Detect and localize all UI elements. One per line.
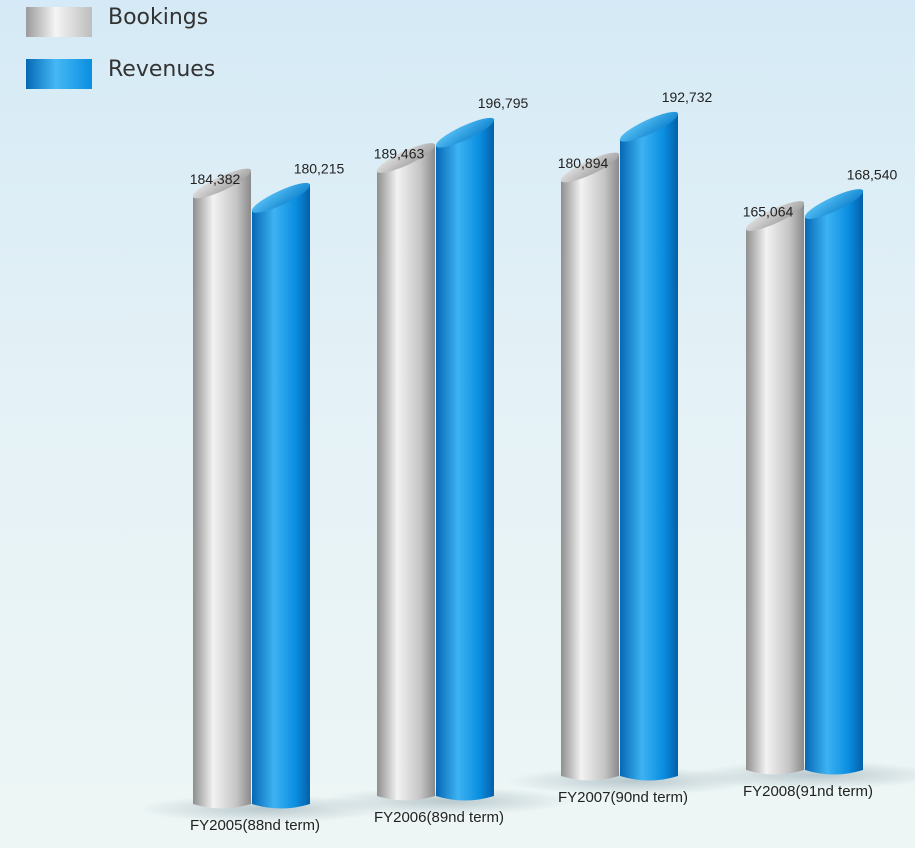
legend: Bookings Revenues [0,0,300,100]
category-label-4: FY2008(91nd term) [743,783,873,800]
value-label-bookings-1: 184,382 [190,171,241,187]
bar-revenues-3 [620,113,678,781]
value-labels-group: 184,382 180,215 189,463 196,795 180,894 192,7… [190,89,898,219]
bar-revenues-1 [252,184,310,809]
bar-top-bookings-3 [560,152,620,183]
bar-top-revenues-4 [804,189,864,219]
category-labels-group: FY2005(88nd term) FY2006(89nd term) FY2007… [190,783,873,834]
bar-top-revenues-1 [251,182,311,213]
legend-label-bookings: Bookings [108,5,209,30]
bar-revenues-2 [436,119,494,801]
legend-swatch-bookings [26,7,92,37]
bars-group [192,111,864,809]
bar-bookings-4 [746,202,804,775]
value-label-revenues-1: 180,215 [294,160,345,176]
bar-bookings-1 [193,169,251,809]
category-label-3: FY2007(90nd term) [558,789,688,806]
value-label-bookings-2: 189,463 [374,145,425,161]
bar-top-bookings-2 [376,143,436,173]
category-label-2: FY2006(89nd term) [374,809,504,826]
value-label-bookings-4: 165,064 [743,204,794,220]
value-label-revenues-3: 192,732 [662,89,713,105]
value-label-revenues-4: 168,540 [847,167,898,183]
bar-bookings-2 [377,144,435,801]
value-label-revenues-2: 196,795 [478,95,529,111]
bar-top-bookings-4 [745,201,805,231]
category-label-1: FY2005(88nd term) [190,817,320,834]
value-label-bookings-3: 180,894 [558,155,609,171]
bar-top-revenues-3 [619,111,679,142]
bar-bookings-3 [561,154,619,781]
legend-swatch-revenues [26,59,92,89]
bar-top-bookings-1 [192,168,252,199]
legend-label-revenues: Revenues [108,57,216,82]
bar-top-revenues-2 [435,117,495,148]
bar-revenues-4 [805,190,863,775]
